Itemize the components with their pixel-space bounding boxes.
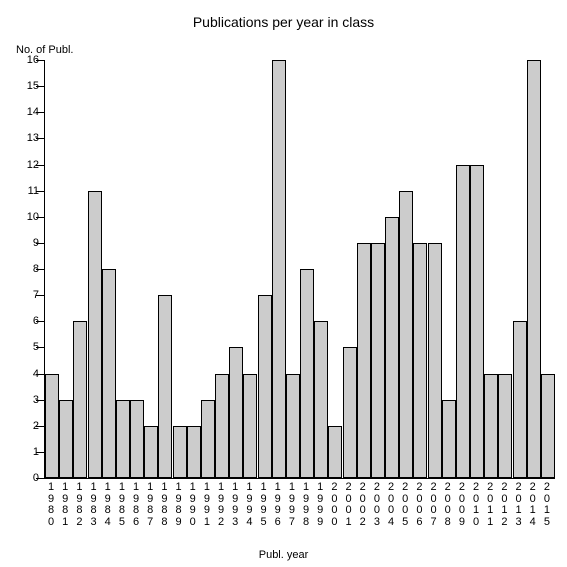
x-tick-label: 1985 bbox=[115, 482, 129, 528]
y-tick-label: 11 bbox=[15, 185, 39, 197]
x-tick-label: 2011 bbox=[483, 482, 497, 528]
bar bbox=[484, 374, 498, 479]
y-tick-label: 12 bbox=[15, 159, 39, 171]
x-tick-label: 1992 bbox=[214, 482, 228, 528]
bar bbox=[413, 243, 427, 478]
y-tick-label: 16 bbox=[15, 54, 39, 66]
x-tick-label: 2004 bbox=[384, 482, 398, 528]
chart-title: Publications per year in class bbox=[0, 14, 567, 30]
bar bbox=[399, 191, 413, 478]
x-tick-label: 2009 bbox=[455, 482, 469, 528]
x-tick-label: 2000 bbox=[327, 482, 341, 528]
bar bbox=[45, 374, 59, 479]
bar bbox=[498, 374, 512, 479]
bar bbox=[286, 374, 300, 479]
x-tick-label: 2014 bbox=[526, 482, 540, 528]
bar bbox=[428, 243, 442, 478]
y-tick-label: 15 bbox=[15, 80, 39, 92]
x-tick-label: 1996 bbox=[271, 482, 285, 528]
x-tick-label: 2008 bbox=[441, 482, 455, 528]
bar bbox=[258, 295, 272, 478]
bar bbox=[158, 295, 172, 478]
bar bbox=[229, 347, 243, 478]
y-tick-label: 0 bbox=[15, 472, 39, 484]
bar bbox=[59, 400, 73, 478]
x-tick-label: 1990 bbox=[186, 482, 200, 528]
x-tick-label: 1995 bbox=[257, 482, 271, 528]
y-tick-label: 9 bbox=[15, 237, 39, 249]
bar bbox=[541, 374, 555, 479]
chart-container: Publications per year in class No. of Pu… bbox=[0, 0, 567, 567]
x-tick-label: 2001 bbox=[342, 482, 356, 528]
bar bbox=[314, 321, 328, 478]
bar bbox=[173, 426, 187, 478]
bar bbox=[201, 400, 215, 478]
x-tick-label: 2003 bbox=[370, 482, 384, 528]
x-tick-label: 2012 bbox=[497, 482, 511, 528]
bar bbox=[73, 321, 87, 478]
y-tick-label: 5 bbox=[15, 341, 39, 353]
x-tick-label: 2013 bbox=[512, 482, 526, 528]
bar bbox=[144, 426, 158, 478]
x-tick-label: 1991 bbox=[200, 482, 214, 528]
bar bbox=[187, 426, 201, 478]
bar bbox=[102, 269, 116, 478]
x-tick-label: 2015 bbox=[540, 482, 554, 528]
y-tick-label: 14 bbox=[15, 106, 39, 118]
x-tick-label: 1983 bbox=[87, 482, 101, 528]
bar bbox=[385, 217, 399, 478]
y-tick-label: 7 bbox=[15, 289, 39, 301]
y-tick-label: 4 bbox=[15, 368, 39, 380]
bar bbox=[215, 374, 229, 479]
bar bbox=[442, 400, 456, 478]
bar bbox=[300, 269, 314, 478]
x-tick-label: 1999 bbox=[313, 482, 327, 528]
y-tick-label: 8 bbox=[15, 263, 39, 275]
x-axis-label: Publ. year bbox=[0, 549, 567, 561]
bar bbox=[116, 400, 130, 478]
y-tick-label: 3 bbox=[15, 394, 39, 406]
y-tick-label: 1 bbox=[15, 446, 39, 458]
x-tick-label: 2007 bbox=[427, 482, 441, 528]
bar bbox=[456, 165, 470, 479]
bar bbox=[88, 191, 102, 478]
plot-area bbox=[44, 60, 555, 479]
bar bbox=[470, 165, 484, 479]
y-tick-label: 2 bbox=[15, 420, 39, 432]
x-tick-label: 2005 bbox=[398, 482, 412, 528]
x-tick-label: 1988 bbox=[157, 482, 171, 528]
x-tick-label: 1994 bbox=[242, 482, 256, 528]
x-tick-label: 1998 bbox=[299, 482, 313, 528]
x-tick-label: 1982 bbox=[72, 482, 86, 528]
y-tick-label: 6 bbox=[15, 315, 39, 327]
x-tick-label: 1997 bbox=[285, 482, 299, 528]
x-tick-label: 2002 bbox=[356, 482, 370, 528]
x-tick-label: 1993 bbox=[228, 482, 242, 528]
bar bbox=[328, 426, 342, 478]
x-tick-label: 1987 bbox=[143, 482, 157, 528]
bar bbox=[513, 321, 527, 478]
x-tick-label: 1989 bbox=[172, 482, 186, 528]
x-tick-label: 1986 bbox=[129, 482, 143, 528]
bar bbox=[243, 374, 257, 479]
x-tick-label: 2006 bbox=[412, 482, 426, 528]
x-tick-label: 1980 bbox=[44, 482, 58, 528]
bar bbox=[343, 347, 357, 478]
x-tick-label: 1981 bbox=[58, 482, 72, 528]
y-tick-label: 10 bbox=[15, 211, 39, 223]
bar bbox=[272, 60, 286, 478]
bar bbox=[527, 60, 541, 478]
bar bbox=[130, 400, 144, 478]
bar bbox=[357, 243, 371, 478]
bar bbox=[371, 243, 385, 478]
y-tick-label: 13 bbox=[15, 132, 39, 144]
x-tick-label: 1984 bbox=[101, 482, 115, 528]
x-tick-label: 2010 bbox=[469, 482, 483, 528]
